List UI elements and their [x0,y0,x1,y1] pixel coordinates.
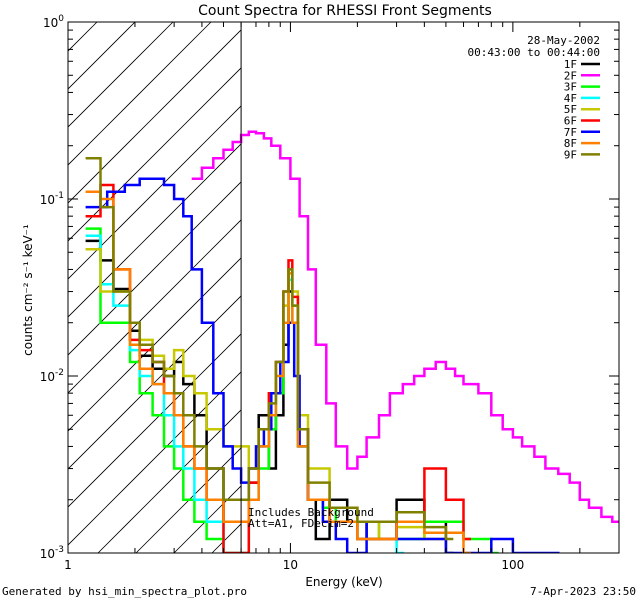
legend-label: 3F [564,81,577,94]
hatch-line [68,371,242,546]
date-label: 28-May-2002 [527,34,600,47]
legend-label: 5F [564,103,577,116]
hatch-line [68,181,242,356]
y-tick-label: 10-1 [40,191,64,207]
plot-frame [67,21,620,554]
attenuator-hatch [68,22,242,553]
legend-label: 4F [564,92,577,105]
series-2f [191,130,619,524]
hatch-line [68,22,212,166]
x-tick-label: 100 [501,558,524,572]
hatch-line [68,257,242,432]
time-range-label: 00:43:00 to 00:44:00 [468,46,600,59]
legend-label: 8F [564,137,577,150]
x-axis-label: Energy (keV) [305,575,382,589]
series-layer [85,130,619,553]
hatch-line [68,219,242,394]
legend-label: 2F [564,69,577,82]
axes: 1 10 100 100 10-1 10-2 10-3 [40,14,620,572]
hatch-line [68,143,242,318]
hatch-line [135,447,242,553]
chart-title: Count Spectra for RHESSI Front Segments [198,3,492,19]
hatch-line [68,295,242,470]
hatch-line [68,22,174,128]
annotation-line-2: Att=A1, FDecim=2 [248,517,354,530]
y-tick-label: 100 [43,14,64,30]
hatch-line [68,333,242,508]
hatch-line [68,67,242,242]
annotation-line-1: Includes Background [248,506,374,519]
series-8f [85,190,471,553]
y-tick-label: 10-2 [40,368,64,384]
legend-label: 9F [564,148,577,161]
hatch-line [68,105,242,280]
y-axis-label: counts cm⁻² s⁻¹ keV⁻¹ [21,224,35,356]
y-tick-label: 10-3 [40,545,64,561]
legend-label: 6F [564,115,577,128]
hatch-line [97,409,242,553]
legend-label: 7F [564,126,577,139]
legend-label: 1F [564,58,577,71]
footer-generated-by: Generated by hsi_min_spectra_plot.pro [2,585,247,598]
hatch-line [68,29,242,204]
hatch-line [68,22,98,52]
footer-timestamp: 7-Apr-2023 23:50 [530,585,636,598]
x-tick-label: 1 [64,558,72,572]
x-tick-label: 10 [283,558,298,572]
series-7f [85,177,560,553]
series-9f [85,156,454,541]
